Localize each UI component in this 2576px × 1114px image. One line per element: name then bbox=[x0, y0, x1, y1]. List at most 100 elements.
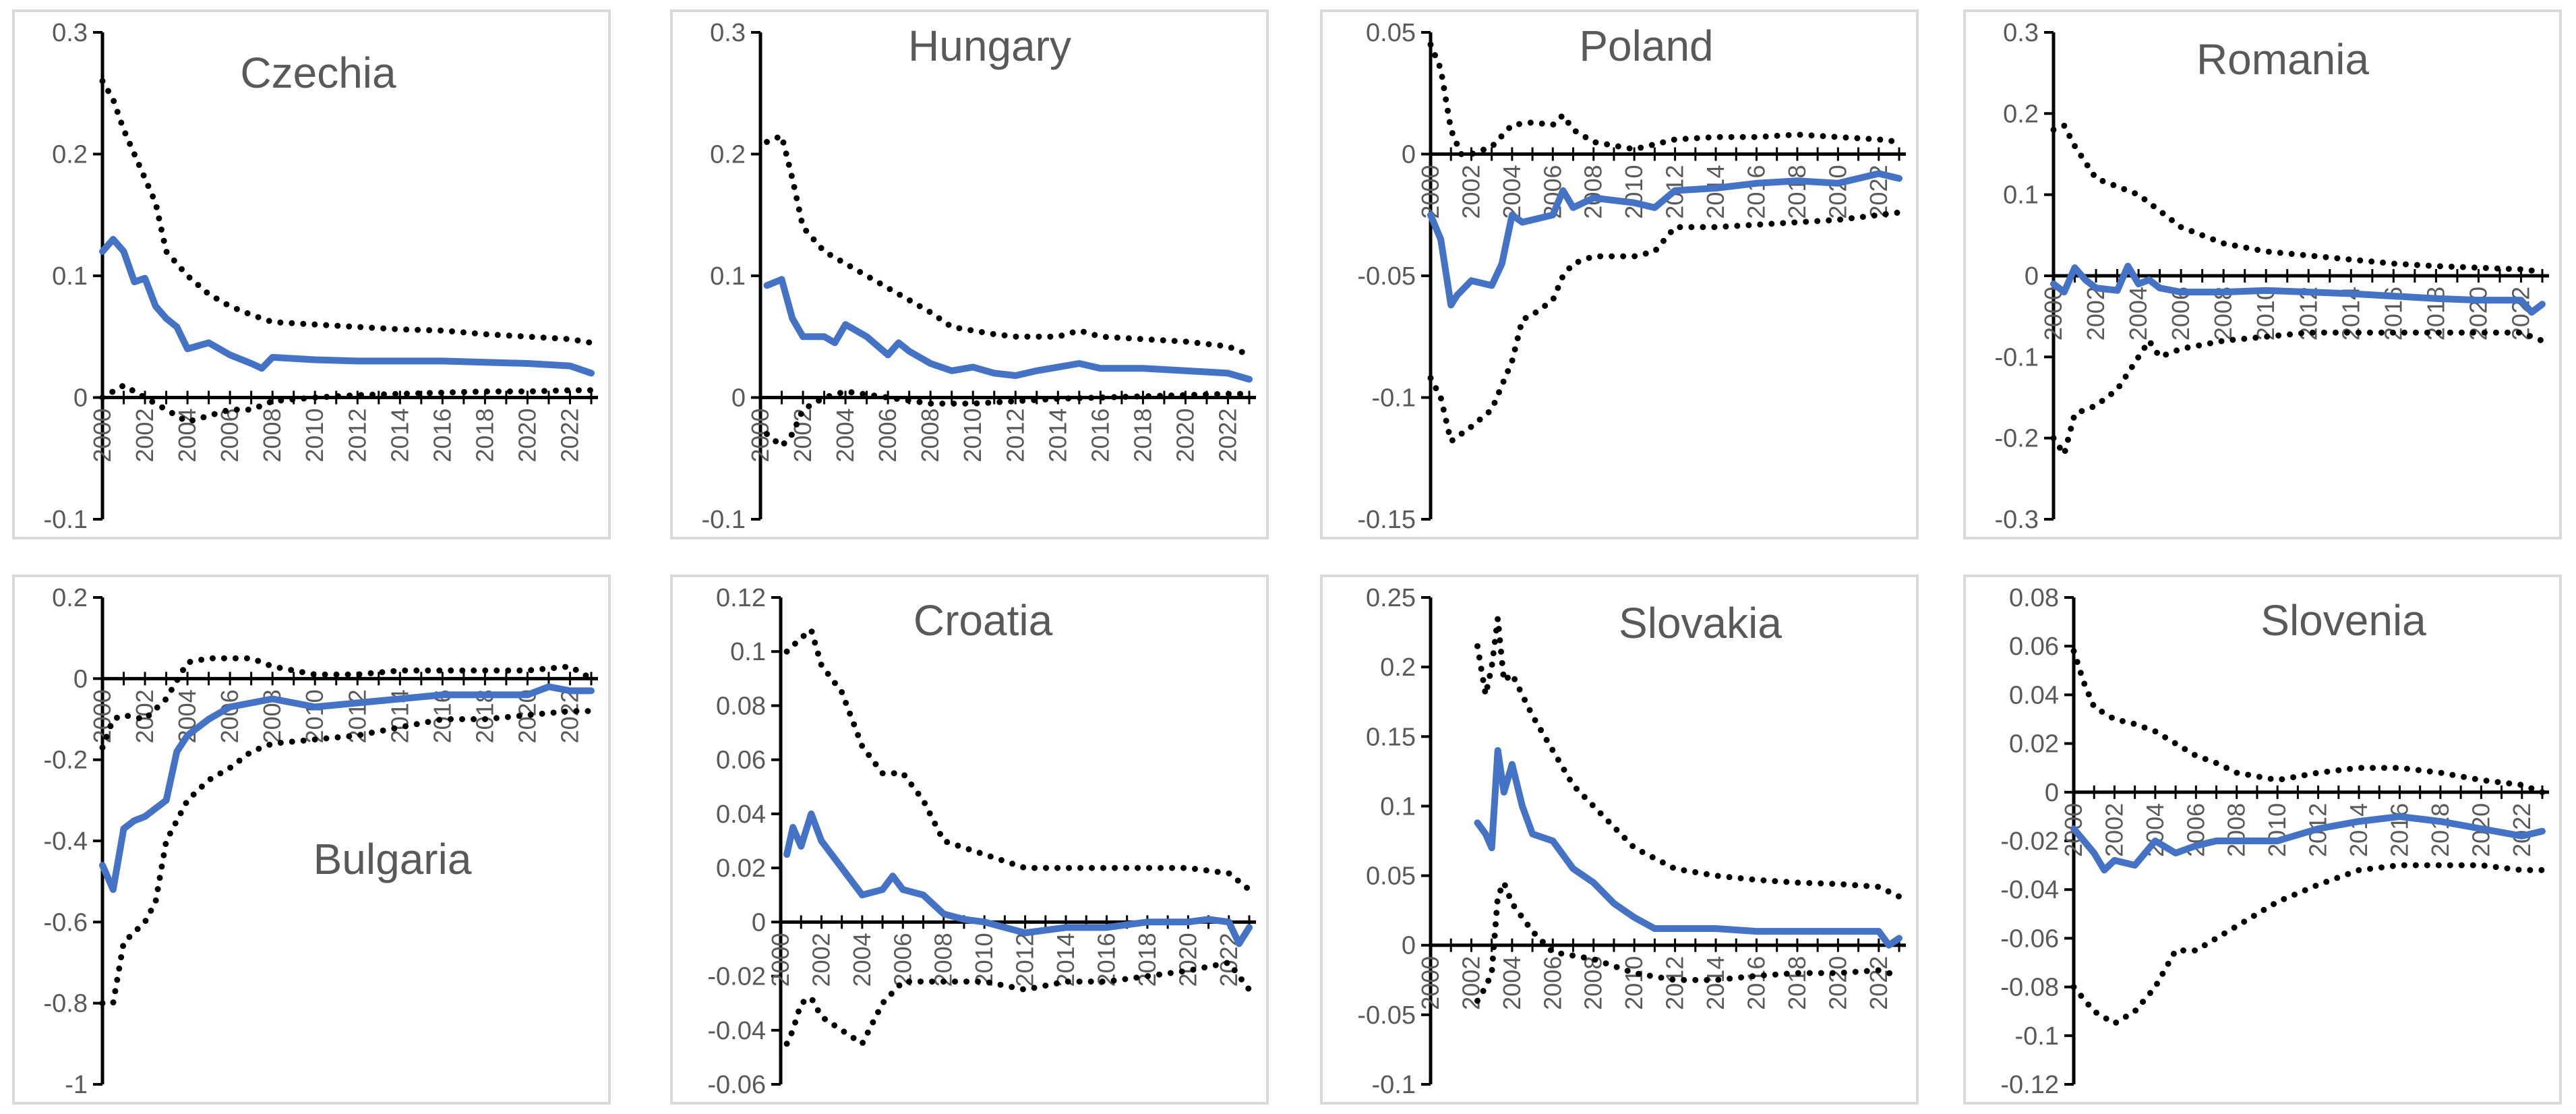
y-tick-label: 0.12 bbox=[716, 584, 766, 612]
y-tick-label: 0.3 bbox=[710, 19, 746, 47]
series-lower-line bbox=[2050, 329, 2546, 458]
x-tick-label: 2002 bbox=[2082, 287, 2109, 341]
y-tick-label: -0.1 bbox=[702, 506, 746, 534]
x-tick-label: 2008 bbox=[930, 933, 957, 987]
series-estimate-line bbox=[99, 235, 595, 377]
x-tick-label: 2016 bbox=[1742, 165, 1770, 219]
series-lower-line bbox=[1474, 879, 1903, 1004]
x-tick-label: 2010 bbox=[2252, 287, 2279, 341]
y-tick-label: -0.12 bbox=[2000, 1071, 2059, 1099]
x-tick-label: 2008 bbox=[916, 409, 944, 463]
x-tick-label: 2008 bbox=[258, 409, 286, 463]
x-tick-label: 2010 bbox=[959, 409, 986, 463]
y-tick-label: -1 bbox=[65, 1071, 88, 1099]
y-tick-label: 0.3 bbox=[52, 19, 88, 47]
x-tick-label: 2006 bbox=[216, 689, 243, 743]
x-tick-label: 2020 bbox=[2464, 287, 2492, 341]
y-tick-label: -0.1 bbox=[44, 506, 88, 534]
x-tick-label: 2014 bbox=[1702, 956, 1729, 1010]
x-tick-label: 2004 bbox=[1498, 956, 1526, 1010]
x-tick-label: 2022 bbox=[556, 409, 583, 463]
x-tick-label: 2012 bbox=[1661, 956, 1689, 1010]
y-tick-label: 0.1 bbox=[52, 262, 88, 291]
series-estimate-line bbox=[99, 683, 595, 893]
y-tick-label: 0.06 bbox=[716, 746, 766, 775]
series-upper-line bbox=[783, 626, 1253, 893]
y-tick-label: -0.8 bbox=[44, 990, 88, 1018]
y-tick-label: 0.2 bbox=[52, 141, 88, 169]
chart-title: Czechia bbox=[240, 49, 396, 97]
x-tick-label: 2016 bbox=[2385, 803, 2413, 857]
x-tick-label: 2006 bbox=[1538, 956, 1566, 1010]
series-estimate-line bbox=[2050, 262, 2546, 316]
chart-title: Slovakia bbox=[1619, 599, 1782, 647]
y-tick-label: -0.3 bbox=[1995, 506, 2039, 534]
x-tick-label: 2000 bbox=[88, 409, 116, 463]
x-tick-label: 2000 bbox=[767, 933, 794, 987]
series-upper-line bbox=[2070, 647, 2546, 796]
chart-svg-slovenia: -0.12 -0.1 -0.08 -0.06 -0.04 -0.02 0 0.02 0.04 0.… bbox=[2000, 584, 2549, 1099]
x-tick-label: 2000 bbox=[2039, 287, 2067, 341]
x-tick-label: 2014 bbox=[2345, 803, 2372, 857]
y-tick-label: -0.2 bbox=[1995, 425, 2039, 453]
x-tick-label: 2008 bbox=[2223, 803, 2250, 857]
chart-svg-romania: -0.3 -0.2 -0.1 0 0.1 0.2 0.3 2000 2002 2004 2006 20… bbox=[1995, 19, 2549, 534]
y-tick-label: 0.06 bbox=[2009, 633, 2059, 661]
y-tick-label: 0.2 bbox=[2003, 100, 2039, 128]
y-tick-label: -0.05 bbox=[1357, 1001, 1416, 1030]
x-tick-label: 2010 bbox=[2263, 803, 2291, 857]
x-tick-label: 2014 bbox=[1044, 409, 1071, 463]
y-tick-label: 0.04 bbox=[2009, 681, 2059, 709]
x-tick-label: 2006 bbox=[874, 409, 901, 463]
x-tick-label: 2022 bbox=[556, 689, 583, 743]
series-upper-line bbox=[764, 132, 1253, 358]
x-tick-label: 2010 bbox=[301, 689, 328, 743]
x-tick-label: 2008 bbox=[2209, 287, 2237, 341]
x-tick-label: 2010 bbox=[1620, 165, 1648, 219]
y-tick-label: -0.05 bbox=[1357, 262, 1416, 291]
series-estimate-line bbox=[783, 810, 1253, 947]
series-lower-line bbox=[99, 382, 595, 426]
x-tick-label: 2002 bbox=[131, 409, 158, 463]
chart-title: Poland bbox=[1579, 22, 1713, 70]
x-tick-label: 2000 bbox=[1416, 956, 1444, 1010]
y-tick-label: -0.06 bbox=[2000, 925, 2059, 953]
chart-title: Croatia bbox=[913, 596, 1053, 645]
x-tick-label: 2004 bbox=[831, 409, 859, 463]
x-tick-label: 2018 bbox=[471, 409, 498, 463]
chart-title: Romania bbox=[2196, 35, 2370, 84]
x-tick-label: 2014 bbox=[386, 409, 413, 463]
series-lower-line bbox=[1427, 209, 1903, 444]
y-tick-label: 0.02 bbox=[716, 854, 766, 883]
x-tick-label: 2020 bbox=[1174, 933, 1201, 987]
y-tick-label: 0.1 bbox=[1380, 792, 1416, 821]
series-upper-line bbox=[99, 78, 595, 346]
series-lower-line bbox=[783, 960, 1253, 1047]
series-estimate-line bbox=[763, 276, 1253, 383]
x-tick-label: 2016 bbox=[1086, 409, 1114, 463]
chart-panel-poland: -0.15 -0.1 -0.05 0 0.05 2000 2002 2004 2006 2008 2… bbox=[1320, 9, 1919, 539]
y-tick-label: -0.1 bbox=[1372, 1071, 1416, 1099]
chart-panel-romania: -0.3 -0.2 -0.1 0 0.1 0.2 0.3 2000 2002 2004 2006 20… bbox=[1963, 9, 2562, 539]
x-tick-label: 2018 bbox=[1129, 409, 1156, 463]
y-tick-label: 0 bbox=[1402, 932, 1416, 960]
x-tick-label: 2020 bbox=[1824, 956, 1851, 1010]
y-tick-label: 0.2 bbox=[1380, 653, 1416, 682]
y-tick-label: 0.25 bbox=[1366, 584, 1416, 612]
chart-panel-slovenia: -0.12 -0.1 -0.08 -0.06 -0.04 -0.02 0 0.02 0.04 0.… bbox=[1963, 575, 2562, 1105]
x-tick-label: 2022 bbox=[2508, 803, 2536, 857]
series-estimate-line bbox=[1427, 170, 1903, 309]
y-tick-label: 0.05 bbox=[1366, 862, 1416, 891]
y-tick-label: 0.1 bbox=[2003, 181, 2039, 210]
y-tick-label: -0.6 bbox=[44, 908, 88, 937]
y-tick-label: 0.04 bbox=[716, 800, 766, 829]
x-tick-label: 2002 bbox=[2100, 803, 2128, 857]
y-tick-label: -0.06 bbox=[707, 1071, 766, 1099]
y-tick-label: 0.1 bbox=[730, 638, 766, 666]
x-tick-label: 2016 bbox=[1742, 956, 1770, 1010]
series-lower-line bbox=[764, 388, 1253, 450]
x-tick-label: 2020 bbox=[513, 409, 541, 463]
y-tick-label: -0.1 bbox=[1995, 343, 2039, 372]
